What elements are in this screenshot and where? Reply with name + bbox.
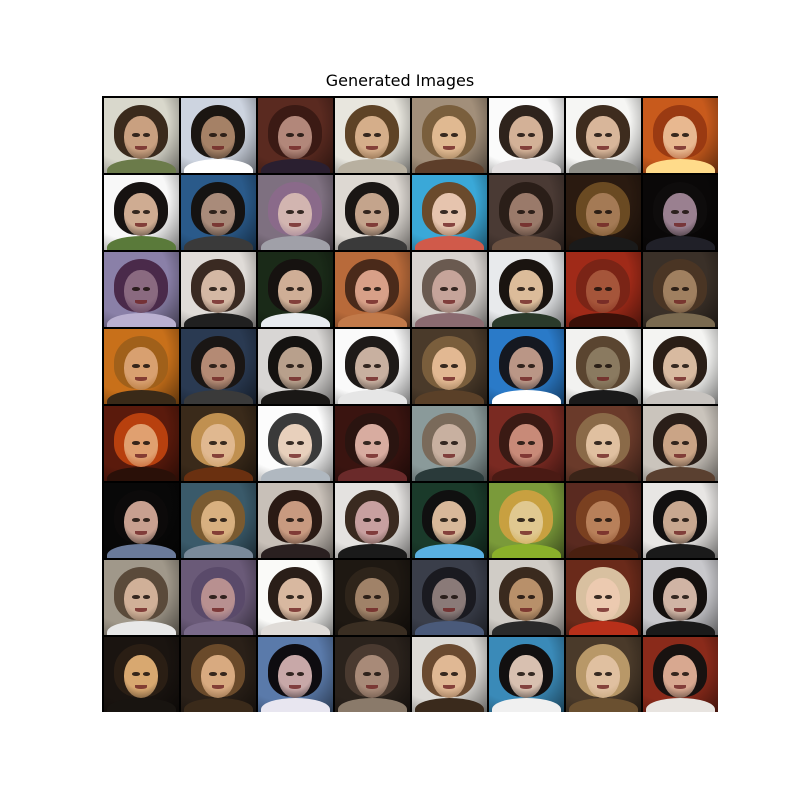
generated-face-tile	[411, 328, 487, 404]
generated-face-tile	[180, 251, 256, 327]
generated-face-tile	[642, 328, 718, 404]
generated-face-tile	[488, 97, 564, 173]
generated-face-tile	[488, 482, 564, 558]
generated-face-tile	[180, 636, 256, 712]
generated-face-tile	[565, 636, 641, 712]
generated-face-tile	[334, 328, 410, 404]
generated-face-tile	[488, 636, 564, 712]
generated-face-tile	[334, 405, 410, 481]
generated-face-tile	[257, 405, 333, 481]
generated-face-tile	[411, 636, 487, 712]
generated-face-tile	[180, 559, 256, 635]
generated-face-tile	[642, 251, 718, 327]
generated-face-tile	[334, 482, 410, 558]
generated-face-tile	[180, 174, 256, 250]
generated-face-tile	[103, 482, 179, 558]
generated-face-tile	[257, 174, 333, 250]
generated-face-tile	[257, 559, 333, 635]
generated-face-tile	[411, 405, 487, 481]
generated-face-tile	[334, 174, 410, 250]
generated-face-tile	[488, 405, 564, 481]
generated-face-tile	[103, 251, 179, 327]
generated-face-tile	[334, 251, 410, 327]
generated-face-tile	[565, 251, 641, 327]
generated-face-tile	[334, 636, 410, 712]
generated-face-tile	[565, 328, 641, 404]
generated-face-tile	[565, 559, 641, 635]
generated-face-tile	[257, 482, 333, 558]
generated-face-tile	[642, 636, 718, 712]
generated-face-tile	[642, 174, 718, 250]
generated-face-tile	[103, 328, 179, 404]
generated-face-tile	[488, 251, 564, 327]
generated-face-tile	[257, 97, 333, 173]
generated-face-tile	[103, 559, 179, 635]
generated-face-tile	[257, 251, 333, 327]
generated-face-tile	[257, 328, 333, 404]
generated-face-tile	[334, 97, 410, 173]
figure-title: Generated Images	[325, 71, 475, 90]
generated-face-tile	[565, 482, 641, 558]
generated-face-tile	[642, 405, 718, 481]
generated-face-tile	[642, 482, 718, 558]
generated-face-tile	[180, 482, 256, 558]
generated-face-tile	[411, 482, 487, 558]
generated-face-tile	[565, 97, 641, 173]
generated-face-tile	[565, 174, 641, 250]
generated-face-tile	[103, 636, 179, 712]
generated-face-tile	[411, 559, 487, 635]
generated-face-tile	[257, 636, 333, 712]
generated-face-tile	[642, 97, 718, 173]
generated-face-tile	[411, 174, 487, 250]
generated-face-tile	[180, 328, 256, 404]
generated-face-tile	[488, 174, 564, 250]
generated-face-tile	[180, 97, 256, 173]
generated-face-tile	[103, 405, 179, 481]
generated-face-tile	[411, 97, 487, 173]
generated-image-grid	[102, 96, 718, 712]
generated-face-tile	[488, 328, 564, 404]
generated-face-tile	[411, 251, 487, 327]
generated-face-tile	[334, 559, 410, 635]
generated-face-tile	[180, 405, 256, 481]
generated-face-tile	[103, 174, 179, 250]
generated-face-tile	[642, 559, 718, 635]
generated-face-tile	[103, 97, 179, 173]
generated-face-tile	[488, 559, 564, 635]
generated-face-tile	[565, 405, 641, 481]
